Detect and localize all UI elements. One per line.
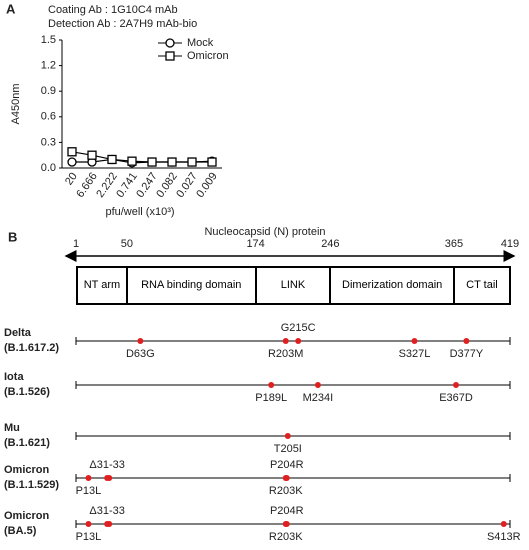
- mutation-label: M234I: [303, 392, 334, 404]
- mutation-dot: [106, 521, 113, 527]
- x-tick-label: 0.082: [154, 171, 180, 200]
- mutation-label: E367D: [439, 392, 473, 404]
- mutation-label: R203M: [268, 348, 303, 360]
- x-axis-label: pfu/well (x10³): [105, 206, 174, 218]
- x-tick-label: 2.222: [94, 171, 120, 200]
- mutation-label: S413R: [487, 531, 521, 543]
- data-point: [207, 157, 217, 167]
- data-point: [147, 157, 157, 167]
- data-point: [87, 150, 97, 160]
- variant-lineage: (B.1.621): [4, 437, 50, 449]
- variant-name: Mu: [4, 422, 20, 434]
- y-tick-label: 1.2: [41, 60, 56, 72]
- data-point: [127, 156, 137, 166]
- y-axis-label: A450nm: [10, 84, 22, 125]
- domain-box: RNA binding domain: [125, 266, 257, 305]
- mutation-dot: [314, 382, 321, 388]
- data-point: [107, 154, 117, 165]
- mutation-label: Δ31-33: [89, 459, 124, 471]
- mutation-label: P204R: [270, 505, 304, 517]
- mutation-dot: [85, 521, 92, 527]
- mutation-label: T205I: [274, 443, 302, 455]
- mutation-label: Δ31-33: [89, 505, 124, 517]
- mutation-dot: [411, 338, 418, 344]
- data-point: [67, 147, 77, 157]
- x-tick-label: 0.027: [174, 171, 200, 200]
- mutation-dot: [295, 338, 302, 344]
- variant-name: Omicron: [4, 464, 50, 476]
- mutation-dot: [268, 382, 275, 388]
- mutation-dot: [283, 521, 290, 527]
- x-tick-label: 6.666: [74, 171, 100, 200]
- legend-label: Omicron: [187, 50, 229, 62]
- mutation-label: P189L: [255, 392, 287, 404]
- mutation-dot: [282, 338, 289, 344]
- protein-title: Nucleocapsid (N) protein: [204, 226, 325, 238]
- position-label: 50: [121, 238, 133, 250]
- mutation-label: G215C: [281, 322, 316, 334]
- mutation-dot: [463, 338, 470, 344]
- domain-box: NT arm: [76, 266, 128, 305]
- x-tick-label: 0.009: [194, 171, 220, 200]
- mutation-label: P13L: [76, 485, 102, 497]
- position-label: 174: [246, 238, 264, 250]
- annotation: Coating Ab : 1G10C4 mAb: [48, 4, 178, 16]
- domain-box: CT tail: [452, 266, 511, 305]
- mutation-label: S327L: [399, 348, 431, 360]
- variant-name: Iota: [4, 371, 24, 383]
- legend-marker: [165, 51, 175, 61]
- variant-lineage: (BA.5): [4, 525, 37, 537]
- position-label: 246: [321, 238, 339, 250]
- mutation-label: R203K: [269, 485, 303, 497]
- y-tick-label: 0.0: [41, 162, 56, 174]
- y-tick-label: 1.5: [41, 34, 56, 46]
- domain-box: Dimerization domain: [329, 266, 455, 305]
- panel-label: B: [8, 229, 17, 244]
- mutation-dot: [284, 433, 291, 439]
- mutation-label: R203K: [269, 531, 303, 543]
- mutation-label: D377Y: [450, 348, 484, 360]
- legend-label: Mock: [187, 37, 214, 49]
- mutation-dot: [453, 382, 460, 388]
- variant-name: Omicron: [4, 510, 50, 522]
- data-point: [187, 157, 197, 167]
- mutation-label: P13L: [76, 531, 102, 543]
- legend-marker: [165, 38, 175, 48]
- mutation-dot: [137, 338, 144, 344]
- mutation-label: D63G: [126, 348, 155, 360]
- data-point: [67, 157, 77, 167]
- mutation-dot: [85, 475, 92, 481]
- domain-box: LINK: [254, 266, 332, 305]
- annotation: Detection Ab : 2A7H9 mAb-bio: [48, 18, 197, 30]
- variant-lineage: (B.1.1.529): [4, 479, 59, 491]
- x-tick-label: 20: [63, 171, 80, 188]
- variant-lineage: (B.1.526): [4, 386, 50, 398]
- position-label: 1: [73, 238, 79, 250]
- mutation-dot: [500, 521, 507, 527]
- y-tick-label: 0.9: [41, 85, 56, 97]
- x-tick-label: 0.741: [114, 171, 140, 200]
- position-label: 419: [501, 238, 519, 250]
- y-tick-label: 0.3: [41, 136, 56, 148]
- variant-name: Delta: [4, 327, 32, 339]
- mutation-label: P204R: [270, 459, 304, 471]
- panel-label: A: [6, 1, 16, 16]
- mutation-dot: [106, 475, 113, 481]
- mutation-dot: [283, 475, 290, 481]
- position-label: 365: [445, 238, 463, 250]
- y-tick-label: 0.6: [41, 111, 56, 123]
- data-point: [167, 157, 177, 167]
- x-tick-label: 0.247: [134, 171, 160, 200]
- variant-lineage: (B.1.617.2): [4, 342, 59, 354]
